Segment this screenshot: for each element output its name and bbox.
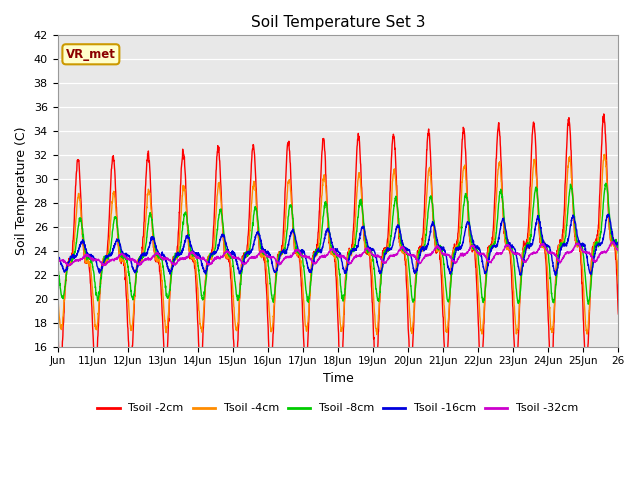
Tsoil -4cm xyxy=(231,315,239,321)
Tsoil -2cm xyxy=(372,362,380,368)
Tsoil -16cm xyxy=(614,240,622,246)
Tsoil -2cm xyxy=(538,244,546,250)
Tsoil -32cm xyxy=(54,257,61,263)
Tsoil -8cm xyxy=(538,240,546,246)
Line: Tsoil -16cm: Tsoil -16cm xyxy=(58,214,618,276)
Tsoil -16cm xyxy=(231,250,239,256)
Tsoil -16cm xyxy=(54,254,61,260)
Tsoil -8cm xyxy=(507,244,515,250)
Legend: Tsoil -2cm, Tsoil -4cm, Tsoil -8cm, Tsoil -16cm, Tsoil -32cm: Tsoil -2cm, Tsoil -4cm, Tsoil -8cm, Tsoi… xyxy=(93,399,583,418)
Tsoil -2cm xyxy=(607,237,614,243)
Tsoil -16cm xyxy=(607,222,614,228)
Tsoil -4cm xyxy=(373,332,381,337)
Tsoil -4cm xyxy=(601,152,609,157)
Line: Tsoil -4cm: Tsoil -4cm xyxy=(58,155,618,335)
Tsoil -4cm xyxy=(614,280,622,286)
Tsoil -2cm xyxy=(614,311,622,317)
Tsoil -16cm xyxy=(605,211,612,217)
Y-axis label: Soil Temperature (C): Soil Temperature (C) xyxy=(15,127,28,255)
Line: Tsoil -8cm: Tsoil -8cm xyxy=(58,183,618,304)
Tsoil -4cm xyxy=(539,244,547,250)
Tsoil -4cm xyxy=(507,252,515,257)
Tsoil -32cm xyxy=(539,241,547,247)
Tsoil -4cm xyxy=(109,191,117,197)
Tsoil -2cm xyxy=(600,111,607,117)
Tsoil -32cm xyxy=(614,248,622,253)
Tsoil -16cm xyxy=(538,233,546,239)
Text: VR_met: VR_met xyxy=(66,48,116,61)
Tsoil -8cm xyxy=(584,301,592,307)
Tsoil -32cm xyxy=(372,253,380,259)
Tsoil -16cm xyxy=(109,246,117,252)
Tsoil -8cm xyxy=(54,264,61,270)
Tsoil -2cm xyxy=(54,319,61,324)
Tsoil -16cm xyxy=(372,253,380,259)
Tsoil -8cm xyxy=(109,221,117,227)
Tsoil -32cm xyxy=(609,239,617,245)
Tsoil -32cm xyxy=(231,255,239,261)
Tsoil -32cm xyxy=(65,263,72,269)
Tsoil -4cm xyxy=(372,325,380,331)
Tsoil -2cm xyxy=(507,260,515,266)
Title: Soil Temperature Set 3: Soil Temperature Set 3 xyxy=(251,15,425,30)
Tsoil -8cm xyxy=(614,250,622,256)
Line: Tsoil -2cm: Tsoil -2cm xyxy=(58,114,618,369)
Tsoil -2cm xyxy=(231,352,239,358)
Tsoil -16cm xyxy=(552,273,559,278)
Tsoil -8cm xyxy=(602,180,609,186)
Tsoil -4cm xyxy=(607,236,614,242)
Tsoil -4cm xyxy=(54,290,61,296)
Tsoil -8cm xyxy=(607,228,614,234)
Tsoil -8cm xyxy=(231,276,239,282)
Tsoil -32cm xyxy=(110,257,118,263)
Tsoil -2cm xyxy=(109,156,117,161)
Tsoil -16cm xyxy=(507,244,515,250)
Tsoil -32cm xyxy=(607,241,614,247)
Tsoil -32cm xyxy=(507,247,515,253)
Tsoil -8cm xyxy=(372,282,380,288)
X-axis label: Time: Time xyxy=(323,372,353,385)
Line: Tsoil -32cm: Tsoil -32cm xyxy=(58,242,618,266)
Tsoil -2cm xyxy=(547,366,555,372)
